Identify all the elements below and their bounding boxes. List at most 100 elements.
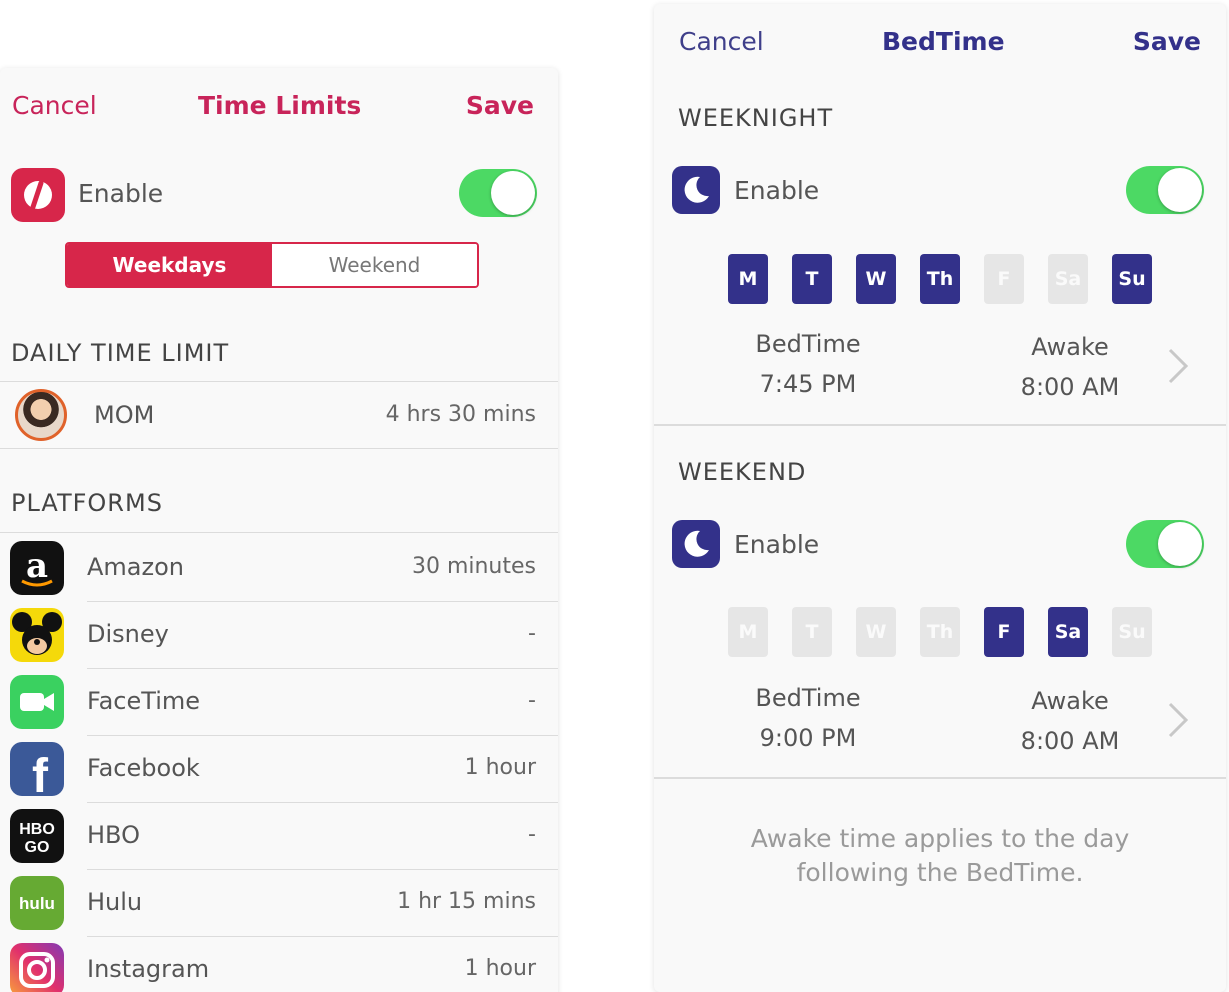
awake-value: 8:00 AM (1020, 727, 1120, 755)
platform-name: HBO (87, 821, 140, 849)
platform-row-hbo[interactable]: HBO GO HBO - (0, 802, 558, 869)
bedtime-label: BedTime (755, 330, 861, 358)
daily-time-limit-header: DAILY TIME LIMIT (11, 339, 230, 367)
day-type-segmented-control: Weekdays Weekend (65, 242, 479, 288)
page-title: BedTime (882, 27, 1005, 56)
platform-name: Hulu (87, 888, 143, 916)
enable-toggle[interactable] (459, 169, 537, 217)
day-saturday[interactable]: Sa (1048, 254, 1088, 304)
user-name: MOM (94, 401, 155, 429)
weeknight-day-picker: M T W Th F Sa Su (728, 254, 1176, 304)
platform-name: Amazon (87, 553, 184, 581)
chevron-right-icon[interactable] (1166, 700, 1190, 740)
platform-row-facebook[interactable]: f Facebook 1 hour (0, 735, 558, 802)
cancel-button[interactable]: Cancel (12, 91, 97, 120)
platform-row-facetime[interactable]: FaceTime - (0, 668, 558, 735)
amazon-icon: a (10, 541, 64, 595)
weekend-enable-toggle[interactable] (1126, 520, 1204, 568)
platform-limit: - (528, 621, 536, 646)
user-limit: 4 hrs 30 mins (385, 402, 536, 427)
platform-name: Instagram (87, 955, 210, 983)
instagram-icon (10, 943, 64, 992)
toggle-knob (491, 171, 535, 215)
divider (87, 869, 558, 870)
bedtime-value: 9:00 PM (759, 724, 857, 752)
weekend-enable-label: Enable (734, 530, 820, 559)
platforms-header: PLATFORMS (11, 489, 163, 517)
platform-limit: 1 hr 15 mins (397, 889, 536, 914)
day-thursday[interactable]: Th (920, 607, 960, 657)
day-monday[interactable]: M (728, 607, 768, 657)
day-friday[interactable]: F (984, 607, 1024, 657)
bedtime-panel: Cancel BedTime Save WEEKNIGHT Enable M T… (654, 4, 1226, 992)
day-tuesday[interactable]: T (792, 607, 832, 657)
user-row[interactable]: MOM 4 hrs 30 mins (0, 383, 558, 449)
weekend-awake[interactable]: Awake 8:00 AM (1000, 681, 1140, 761)
svg-text:GO: GO (25, 839, 50, 856)
awake-label: Awake (1031, 687, 1109, 715)
weeknight-awake[interactable]: Awake 8:00 AM (1000, 327, 1140, 407)
divider (0, 532, 558, 533)
day-thursday[interactable]: Th (920, 254, 960, 304)
platform-list: a Amazon 30 minutes Disney - (0, 534, 558, 992)
moon-icon (672, 520, 720, 568)
toggle-knob (1158, 168, 1202, 212)
svg-text:a: a (26, 546, 48, 586)
svg-text:HBO: HBO (19, 821, 55, 838)
divider (87, 936, 558, 937)
platform-limit: - (528, 822, 536, 847)
cancel-button[interactable]: Cancel (679, 27, 764, 56)
svg-text:f: f (32, 750, 49, 796)
day-wednesday[interactable]: W (856, 607, 896, 657)
platform-row-hulu[interactable]: hulu Hulu 1 hr 15 mins (0, 869, 558, 936)
page-title: Time Limits (198, 91, 362, 120)
day-sunday[interactable]: Su (1112, 254, 1152, 304)
day-friday[interactable]: F (984, 254, 1024, 304)
platform-limit: 30 minutes (411, 554, 536, 579)
save-button[interactable]: Save (1132, 27, 1201, 56)
save-button[interactable]: Save (465, 91, 534, 120)
divider (654, 777, 1226, 779)
tab-weekdays[interactable]: Weekdays (67, 244, 272, 286)
bedtime-label: BedTime (755, 684, 861, 712)
facetime-icon (10, 675, 64, 729)
divider (0, 381, 558, 382)
day-saturday[interactable]: Sa (1048, 607, 1088, 657)
moon-icon (672, 166, 720, 214)
platform-limit: - (528, 688, 536, 713)
platform-name: Disney (87, 620, 169, 648)
tab-weekend[interactable]: Weekend (272, 244, 477, 286)
enable-label: Enable (78, 179, 164, 208)
platform-row-instagram[interactable]: Instagram 1 hour (0, 936, 558, 992)
platform-name: Facebook (87, 754, 200, 782)
divider (654, 424, 1226, 426)
bedtime-value: 7:45 PM (759, 370, 857, 398)
awake-value: 8:00 AM (1020, 373, 1120, 401)
hbo-go-icon: HBO GO (10, 809, 64, 863)
toggle-knob (1158, 522, 1202, 566)
platform-row-disney[interactable]: Disney - (0, 601, 558, 668)
avatar (15, 389, 67, 441)
day-monday[interactable]: M (728, 254, 768, 304)
weekend-header: WEEKEND (678, 458, 807, 486)
awake-label: Awake (1031, 333, 1109, 361)
weeknight-bedtime[interactable]: BedTime 7:45 PM (738, 324, 878, 404)
hulu-icon: hulu (10, 876, 64, 930)
day-tuesday[interactable]: T (792, 254, 832, 304)
svg-text:hulu: hulu (19, 894, 55, 913)
weeknight-header: WEEKNIGHT (678, 104, 834, 132)
chevron-right-icon[interactable] (1166, 346, 1190, 386)
day-sunday[interactable]: Su (1112, 607, 1152, 657)
platform-row-amazon[interactable]: a Amazon 30 minutes (0, 534, 558, 601)
day-wednesday[interactable]: W (856, 254, 896, 304)
nav-bar: Cancel Time Limits Save (0, 86, 558, 126)
divider (87, 735, 558, 736)
weeknight-enable-toggle[interactable] (1126, 166, 1204, 214)
divider (87, 601, 558, 602)
awake-time-note: Awake time applies to the day following … (750, 824, 1130, 887)
weekend-bedtime[interactable]: BedTime 9:00 PM (738, 678, 878, 758)
weekend-day-picker: M T W Th F Sa Su (728, 607, 1176, 657)
platform-limit: 1 hour (464, 755, 536, 780)
platform-limit: 1 hour (464, 956, 536, 981)
divider (87, 802, 558, 803)
